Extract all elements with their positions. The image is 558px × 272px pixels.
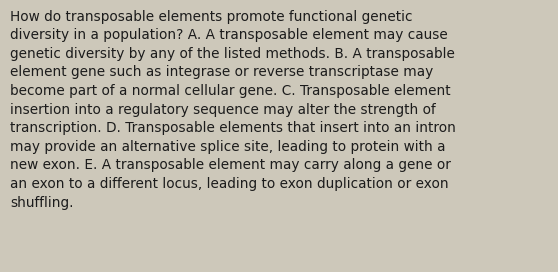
Text: How do transposable elements promote functional genetic
diversity in a populatio: How do transposable elements promote fun… bbox=[10, 10, 456, 210]
